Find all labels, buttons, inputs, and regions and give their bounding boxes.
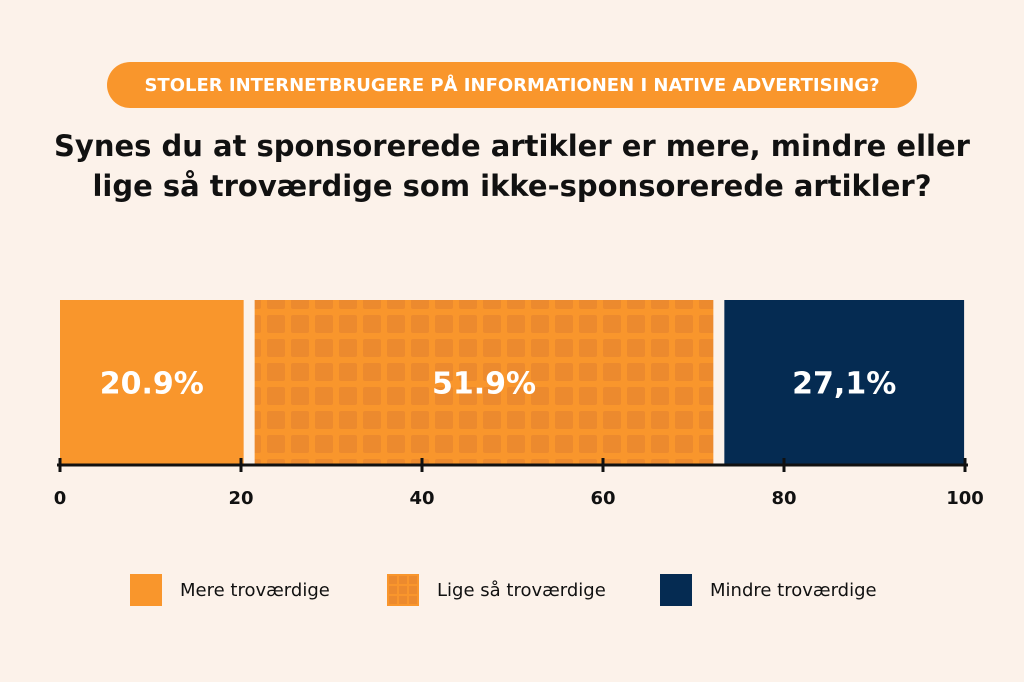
data-label-3: 27,1%: [792, 367, 896, 402]
chart-title-line-1: Synes du at sponsorerede artikler er mer…: [54, 129, 970, 163]
bar-segment-1: [60, 300, 244, 465]
legend-swatch-mindre: [660, 574, 692, 606]
legend-swatch-mere: [130, 574, 162, 606]
bar-segment-2: [254, 300, 714, 465]
legend-swatch-lige: [387, 574, 419, 606]
x-tick-label-20: 20: [228, 488, 253, 509]
data-label-1: 20.9%: [100, 367, 204, 402]
legend-item-mindre: Mindre troværdige: [660, 574, 877, 606]
legend-label-lige: Lige så troværdige: [437, 579, 606, 601]
x-tick-label-60: 60: [590, 488, 615, 509]
x-axis: 0 20 40 60 80 100: [54, 458, 984, 509]
x-tick-label-80: 80: [771, 488, 796, 509]
subtitle-pill: STOLER INTERNETBRUGERE PÅ INFORMATIONEN …: [107, 62, 917, 108]
bars-group: 20.9% 51.9% 27,1%: [60, 300, 965, 465]
bar-segment-3: [724, 300, 965, 465]
legend-label-mindre: Mindre troværdige: [710, 579, 877, 601]
x-tick-label-0: 0: [54, 488, 67, 509]
chart-title: Synes du at sponsorerede artikler er mer…: [40, 126, 984, 206]
legend-label-mere: Mere troværdige: [180, 579, 330, 601]
subtitle-text: STOLER INTERNETBRUGERE PÅ INFORMATIONEN …: [144, 74, 880, 96]
chart-title-line-2: lige så troværdige som ikke-sponsorerede…: [92, 169, 932, 203]
x-tick-label-40: 40: [409, 488, 434, 509]
legend-item-mere: Mere troværdige: [130, 574, 330, 606]
legend-item-lige: Lige så troværdige: [387, 574, 606, 606]
data-label-2: 51.9%: [432, 367, 536, 402]
x-tick-label-100: 100: [946, 488, 984, 509]
